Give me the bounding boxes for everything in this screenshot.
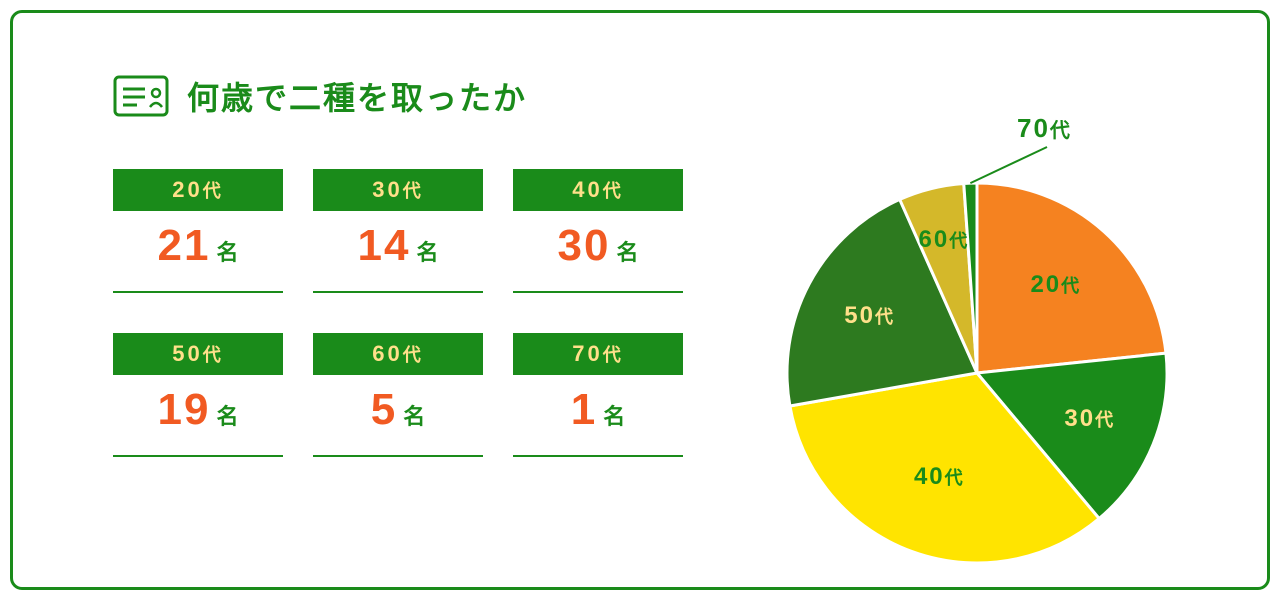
stat-header: 50代 (113, 333, 283, 375)
pie-callout-num: 70 (1017, 113, 1050, 143)
heading-title: 何歳で二種を取ったか (187, 73, 527, 119)
pie-chart: 20代30代40代50代60代70代 (757, 93, 1197, 593)
stat-value: 19名 (113, 375, 283, 457)
stat-header-num: 40 (572, 177, 602, 202)
stat-count: 1 (571, 385, 597, 435)
left-panel: 何歳で二種を取ったか 20代21名30代14名40代30名50代19名60代5名… (113, 73, 713, 547)
stat-header-suffix: 代 (603, 181, 624, 201)
pie-callout-label: 70代 (1017, 113, 1072, 144)
pie-callout-line (970, 147, 1047, 183)
stat-count: 30 (558, 221, 611, 271)
right-panel: 20代30代40代50代60代70代 (757, 73, 1197, 547)
stat-value: 30名 (513, 211, 683, 293)
stat-value: 14名 (313, 211, 483, 293)
pie-slice-20 (977, 183, 1166, 373)
stat-header-suffix: 代 (403, 345, 424, 365)
stat-header-suffix: 代 (403, 181, 424, 201)
heading: 何歳で二種を取ったか (113, 73, 713, 119)
stats-grid: 20代21名30代14名40代30名50代19名60代5名70代1名 (113, 169, 713, 457)
stat-count-suffix: 名 (216, 399, 238, 431)
pie-svg (757, 93, 1197, 593)
stat-header: 70代 (513, 333, 683, 375)
stat-cell-70: 70代1名 (513, 333, 683, 457)
stat-header-num: 60 (372, 341, 402, 366)
stat-count-suffix: 名 (416, 235, 438, 267)
stat-header: 30代 (313, 169, 483, 211)
stat-cell-50: 50代19名 (113, 333, 283, 457)
stat-cell-40: 40代30名 (513, 169, 683, 293)
infographic-frame: 何歳で二種を取ったか 20代21名30代14名40代30名50代19名60代5名… (10, 10, 1270, 590)
stat-header-num: 50 (172, 341, 202, 366)
stat-count: 19 (158, 385, 211, 435)
stat-count: 14 (358, 221, 411, 271)
stat-header-suffix: 代 (203, 181, 224, 201)
stat-value: 5名 (313, 375, 483, 457)
stat-count: 21 (158, 221, 211, 271)
stat-header-num: 70 (572, 341, 602, 366)
stat-header-num: 20 (172, 177, 202, 202)
stat-header: 40代 (513, 169, 683, 211)
stat-cell-20: 20代21名 (113, 169, 283, 293)
stat-value: 21名 (113, 211, 283, 293)
stat-count-suffix: 名 (216, 235, 238, 267)
stat-header: 20代 (113, 169, 283, 211)
stat-count-suffix: 名 (616, 235, 638, 267)
pie-callout-suffix: 代 (1050, 120, 1072, 142)
stat-value: 1名 (513, 375, 683, 457)
stat-count: 5 (371, 385, 397, 435)
stat-cell-30: 30代14名 (313, 169, 483, 293)
stat-count-suffix: 名 (603, 399, 625, 431)
stat-cell-60: 60代5名 (313, 333, 483, 457)
stat-header-suffix: 代 (603, 345, 624, 365)
stat-count-suffix: 名 (403, 399, 425, 431)
stat-header-num: 30 (372, 177, 402, 202)
stat-header-suffix: 代 (203, 345, 224, 365)
license-card-icon (113, 75, 169, 117)
stat-header: 60代 (313, 333, 483, 375)
